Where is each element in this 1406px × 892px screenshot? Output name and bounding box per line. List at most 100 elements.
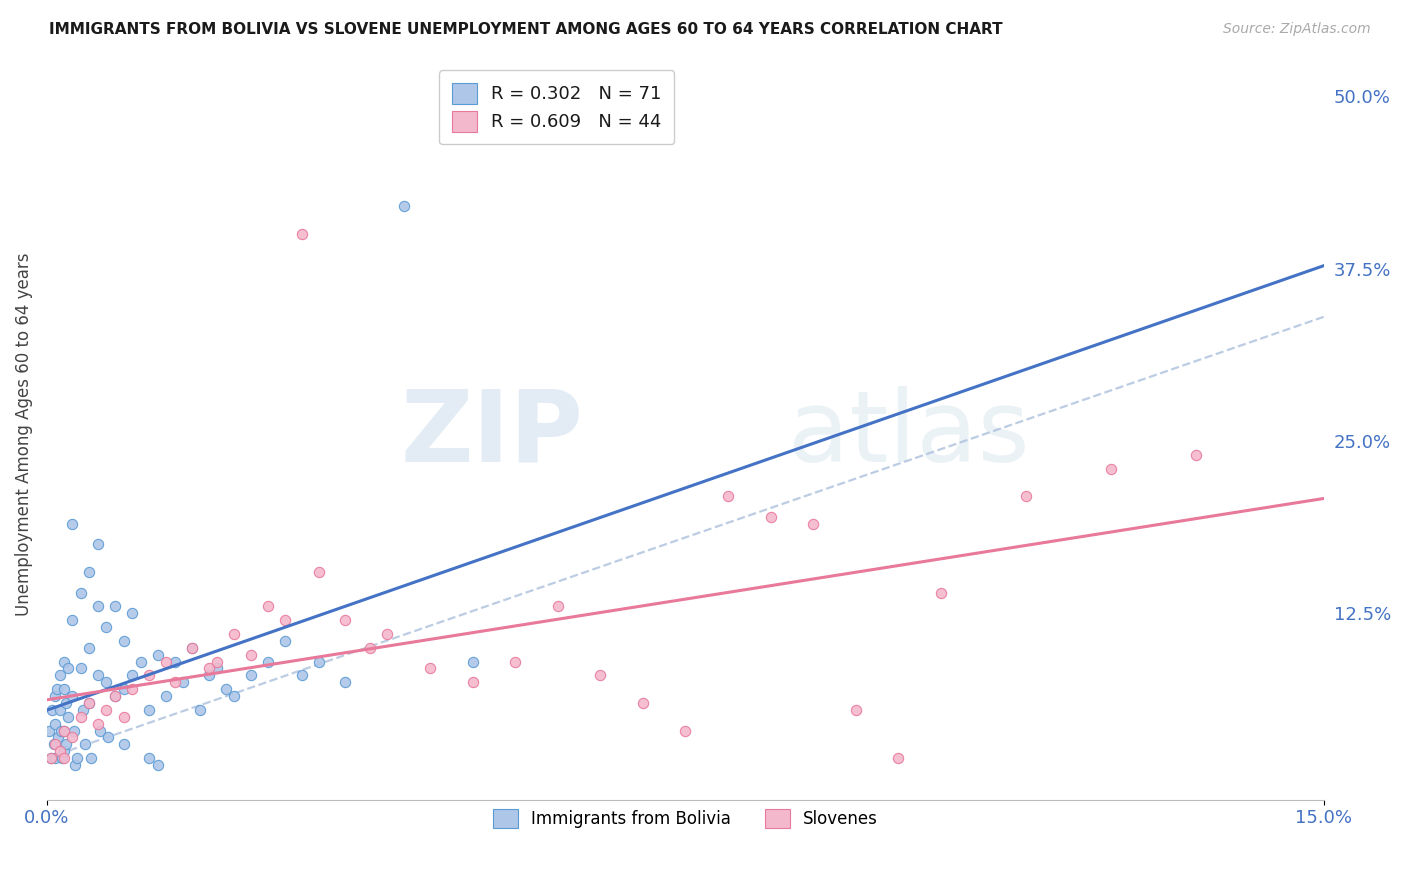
Point (146, 648, 169, 662)
Point (138, 751, 160, 765)
Point (112, 737, 135, 751)
Point (929, 585, 952, 599)
Point (759, 509, 782, 524)
Point (163, 675, 186, 690)
Point (63, 758, 86, 772)
Point (121, 607, 143, 621)
Point (129, 655, 152, 669)
Point (547, 599, 569, 614)
Point (89, 723, 111, 738)
Point (79, 696, 101, 710)
Point (66, 751, 89, 765)
Point (112, 682, 135, 697)
Point (1185, 448, 1208, 462)
Point (121, 668, 143, 682)
Point (55, 737, 77, 751)
Point (38, 723, 60, 738)
Point (224, 689, 246, 703)
Point (62, 731, 84, 745)
Legend: Immigrants from Bolivia, Slovenes: Immigrants from Bolivia, Slovenes (486, 803, 884, 835)
Point (215, 682, 238, 697)
Point (52, 655, 75, 669)
Point (52, 744, 75, 758)
Point (52, 682, 75, 697)
Point (461, 675, 484, 690)
Point (419, 661, 441, 675)
Text: atlas: atlas (787, 385, 1029, 483)
Point (51, 751, 73, 765)
Point (52, 723, 75, 738)
Point (62, 516, 84, 531)
Point (308, 655, 330, 669)
Point (39, 751, 62, 765)
Point (75, 737, 97, 751)
Point (79, 640, 101, 655)
Point (48, 668, 70, 682)
Point (138, 668, 160, 682)
Point (112, 710, 135, 724)
Point (96, 703, 118, 717)
Point (44, 689, 66, 703)
Point (48, 744, 70, 758)
Point (887, 751, 910, 765)
Point (291, 227, 314, 241)
Point (240, 668, 263, 682)
Point (631, 696, 654, 710)
Point (291, 668, 314, 682)
Point (72, 703, 94, 717)
Point (274, 613, 297, 627)
Point (48, 703, 70, 717)
Y-axis label: Unemployment Among Ages 60 to 64 years: Unemployment Among Ages 60 to 64 years (15, 252, 32, 615)
Point (308, 565, 330, 579)
Point (188, 703, 211, 717)
Point (56, 710, 79, 724)
Point (112, 634, 135, 648)
Point (394, 199, 416, 213)
Point (180, 640, 202, 655)
Point (333, 675, 356, 690)
Point (42, 737, 65, 751)
Point (96, 675, 118, 690)
Point (589, 668, 612, 682)
Point (70, 585, 93, 599)
Point (845, 703, 868, 717)
Point (1015, 489, 1038, 503)
Point (673, 723, 696, 738)
Point (46, 731, 69, 745)
Point (197, 668, 219, 682)
Point (70, 661, 93, 675)
Point (52, 751, 75, 765)
Point (121, 682, 143, 697)
Point (87, 537, 110, 551)
Text: IMMIGRANTS FROM BOLIVIA VS SLOVENE UNEMPLOYMENT AMONG AGES 60 TO 64 YEARS CORREL: IMMIGRANTS FROM BOLIVIA VS SLOVENE UNEMP… (49, 22, 1002, 37)
Point (205, 661, 228, 675)
Point (55, 696, 77, 710)
Point (44, 716, 66, 731)
Point (180, 640, 202, 655)
Point (163, 655, 186, 669)
Point (46, 682, 69, 697)
Point (146, 758, 169, 772)
Point (62, 689, 84, 703)
Point (1099, 461, 1122, 475)
Point (79, 696, 101, 710)
Point (104, 689, 127, 703)
Point (52, 723, 75, 738)
Point (274, 634, 297, 648)
Point (63, 723, 86, 738)
Point (240, 648, 263, 662)
Point (97, 731, 120, 745)
Point (51, 723, 73, 738)
Point (155, 689, 177, 703)
Text: Source: ZipAtlas.com: Source: ZipAtlas.com (1223, 22, 1371, 37)
Point (104, 689, 127, 703)
Point (96, 620, 118, 634)
Point (205, 655, 228, 669)
Point (172, 675, 194, 690)
Point (801, 516, 824, 531)
Point (104, 599, 127, 614)
Point (87, 599, 110, 614)
Point (155, 655, 177, 669)
Point (377, 627, 399, 641)
Point (717, 489, 740, 503)
